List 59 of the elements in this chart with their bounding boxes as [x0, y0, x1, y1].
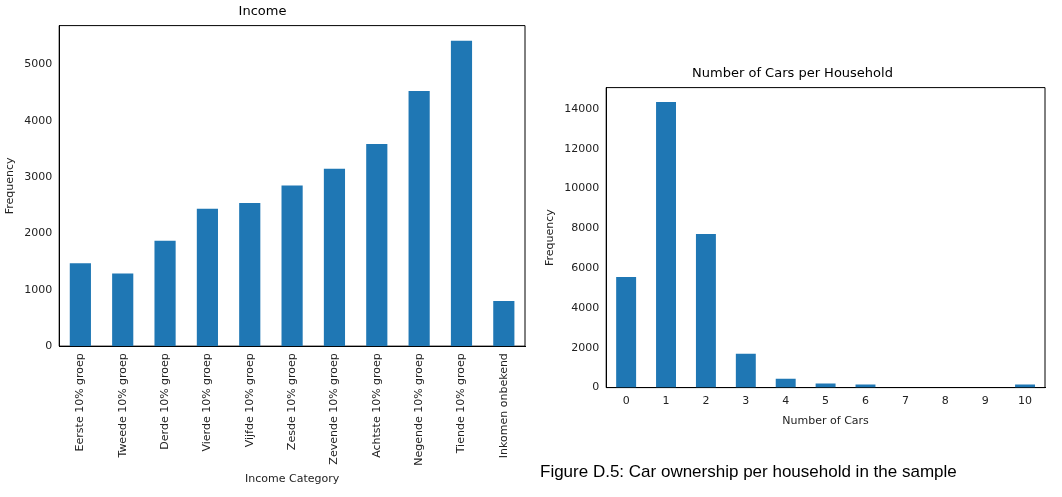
bar [112, 273, 134, 347]
x-tick-label: Eerste 10% groep [73, 353, 87, 452]
y-tick-label: 8000 [571, 221, 600, 235]
bar [239, 203, 261, 347]
y-tick-label: 0 [592, 380, 600, 394]
bar [695, 233, 716, 388]
x-tick-label: Inkomen onbekend [496, 353, 510, 459]
y-tick-label: 0 [45, 339, 53, 353]
y-tick-label: 3000 [24, 170, 53, 183]
chart-title: Income [238, 3, 287, 19]
text: Figure D.5: Car ownership per household in the sample [540, 462, 958, 482]
bar [281, 185, 303, 347]
x-tick-label: 4 [782, 394, 790, 408]
x-tick-label: 1 [662, 394, 670, 408]
x-tick-label: Vierde 10% groep [200, 353, 214, 452]
x-tick-label: 9 [981, 394, 989, 408]
bar [323, 168, 346, 347]
x-tick-label: 7 [901, 394, 909, 408]
x-tick-label: 3 [742, 394, 750, 408]
bar [735, 353, 756, 388]
x-tick-label: Zevende 10% groep [327, 353, 341, 465]
y-tick-label: 6000 [571, 261, 600, 275]
x-tick-label: Zesde 10% groep [284, 353, 298, 451]
bar [366, 143, 388, 347]
y-tick-label: 2000 [571, 340, 600, 354]
bar [450, 40, 473, 347]
x-tick-label: 2 [702, 394, 710, 408]
x-tick-label: 8 [941, 394, 949, 408]
y-tick-label: 1000 [24, 282, 53, 296]
x-axis-title: Number of Cars [782, 414, 870, 428]
bar [408, 90, 430, 347]
x-tick-label: 5 [822, 394, 830, 408]
y-axis-title: Frequency [3, 156, 17, 215]
bar [154, 240, 176, 347]
y-tick-label: 12000 [564, 141, 600, 155]
x-tick-label: Achtste 10% groep [369, 353, 383, 458]
x-tick-label: Negende 10% groep [411, 353, 425, 466]
y-tick-label: 5000 [24, 57, 53, 71]
bar [69, 263, 91, 347]
x-tick-label: Vijfde 10% groep [242, 353, 256, 448]
bar [196, 208, 218, 347]
x-tick-label: Derde 10% groep [157, 353, 171, 450]
y-tick-label: 14000 [564, 101, 600, 115]
chart-title: Number of Cars per Household [692, 65, 893, 81]
y-axis-title: Frequency [543, 208, 557, 267]
x-axis-title: Income Category [244, 472, 340, 486]
y-tick-label: 2000 [24, 226, 53, 240]
x-tick-label: 6 [861, 394, 869, 408]
x-tick-label: Tweede 10% groep [115, 353, 129, 459]
x-tick-label: Tiende 10% groep [454, 353, 468, 455]
bar [493, 301, 515, 347]
bar [775, 378, 796, 388]
x-tick-label: 0 [622, 394, 630, 408]
y-tick-label: 4000 [24, 113, 53, 127]
y-tick-label: 10000 [564, 181, 600, 195]
y-tick-label: 4000 [571, 300, 600, 314]
x-tick-label: 10 [1018, 394, 1033, 408]
bar [616, 276, 637, 388]
bar [656, 101, 676, 388]
